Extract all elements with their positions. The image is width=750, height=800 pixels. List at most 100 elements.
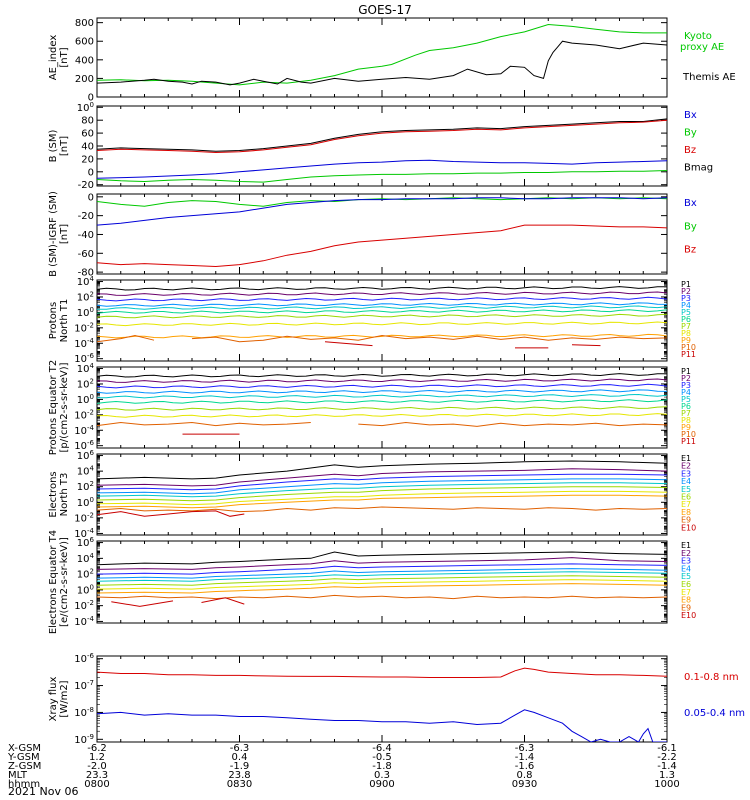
- y-axis-label-unit: [nT]: [59, 136, 70, 156]
- panel-xray: 10-9 10-8 10-7 10-6 Xray flux [W/m2] 0.1-0.8 n…: [48, 652, 745, 746]
- y-axis-label-unit: [nT]: [59, 47, 70, 67]
- y-tick-label-0: 10-4: [74, 615, 94, 628]
- legend-entry-e5: E5: [681, 572, 691, 581]
- legend-entry-0-1-0-8-nm: 0.1-0.8 nm: [684, 672, 739, 683]
- panel-frame: [96, 540, 668, 624]
- y-tick-label-3: 102: [77, 480, 94, 493]
- channel-line-9: [97, 506, 667, 513]
- footer-value: -1.6: [515, 761, 535, 772]
- panel-pnorth: 10-6 10-4 10-2 100 102 104 Protons North T1 P1P2…: [48, 275, 696, 365]
- legend-entry-bmag: Bmag: [684, 163, 713, 174]
- legend-entry-p7: P7: [681, 409, 691, 418]
- y-tick-label-3: 10-6: [74, 652, 94, 665]
- y-tick-label-3: 100: [77, 393, 94, 406]
- channel-line-7: [97, 313, 667, 319]
- y-tick-label-3: 102: [77, 568, 94, 581]
- y-tick-label-5: 106: [77, 536, 95, 549]
- legend-entry-p7: P7: [681, 322, 691, 331]
- y-tick-label-2: 100: [77, 496, 94, 509]
- panel-frame: [96, 655, 668, 743]
- legend-entry-e6: E6: [681, 493, 691, 502]
- y-axis-label-main: Xray flux: [48, 677, 59, 722]
- legend-entry-0-05-0-4-nm: 0.05-0.4 nm: [684, 708, 745, 719]
- y-tick-label-0: 10-4: [74, 527, 94, 540]
- legend-entry-e4: E4: [681, 564, 691, 573]
- footer-value: 1.2: [89, 752, 105, 763]
- legend-entry-by: By: [684, 128, 697, 139]
- y-tick-label-2: 10-2: [74, 408, 94, 421]
- channel-line-4: [97, 568, 667, 579]
- legend-entry-e7: E7: [681, 500, 691, 509]
- legend-entry-p9: P9: [681, 336, 691, 345]
- y-tick-label-0: 10-6: [74, 439, 94, 452]
- channel-line-1: [97, 551, 667, 566]
- channel-line-5: [97, 571, 667, 582]
- footer-value: -1.8: [372, 761, 392, 772]
- y-axis-label: Xray flux [W/m2]: [48, 677, 70, 722]
- channel-line-5: [97, 393, 667, 399]
- channel-segment-1: [201, 597, 245, 605]
- footer-value: 1.3: [659, 770, 675, 781]
- channel-line-4: [97, 478, 667, 495]
- y-tick-label-5: 104: [77, 362, 95, 375]
- channel-line-3: [97, 563, 667, 575]
- y-tick-label-4: 0: [88, 192, 94, 203]
- footer-value: 23.8: [228, 770, 250, 781]
- footer-value: -6.3: [230, 743, 250, 754]
- channel-line-9: [97, 333, 667, 339]
- y-tick-label-5: 104: [77, 275, 95, 288]
- series-line-2: [97, 159, 667, 179]
- y-axis-label: AE_index [nT]: [48, 35, 70, 81]
- channel-line-9: [97, 594, 667, 600]
- channel-line-3: [97, 473, 667, 491]
- plot-area: [97, 373, 667, 435]
- series-line-0: [97, 667, 667, 678]
- legend-entry-p5: P5: [681, 308, 691, 317]
- legend-entry-by: By: [684, 221, 697, 232]
- footer-value: -0.5: [372, 752, 392, 763]
- footer-value: 1000: [654, 779, 679, 790]
- legend-entry-p2: P2: [681, 287, 691, 296]
- y-axis-label: B (SM)-IGRF (SM) [nT]: [48, 191, 70, 277]
- series-line-1: [97, 197, 667, 226]
- channel-line-6: [97, 575, 667, 586]
- channel-line-4: [97, 302, 667, 307]
- footer-value: 23.3: [86, 770, 108, 781]
- panel-pequator: 10-6 10-4 10-2 100 102 104 Protons Equator T2[…: [48, 360, 696, 456]
- y-axis-label-main: Protons Equator T2: [48, 360, 59, 456]
- y-tick-label-4: 102: [77, 377, 94, 390]
- footer-value: 0930: [512, 779, 537, 790]
- panel-frame: [96, 279, 668, 362]
- series-line-0: [97, 118, 667, 152]
- y-tick-label-2: 10-7: [74, 679, 94, 692]
- y-axis-label: Electrons North T3: [48, 471, 70, 517]
- legend-entry-p1: P1: [681, 280, 691, 289]
- legend-entry-e3: E3: [681, 469, 691, 478]
- channel-segment-0: [97, 334, 155, 343]
- y-tick-label-5: 80: [81, 116, 94, 127]
- footer-value: 0.4: [232, 752, 248, 763]
- y-tick-label-4: 102: [77, 290, 94, 303]
- channel-line-1: [97, 460, 667, 480]
- panel-frame: [96, 193, 668, 275]
- legend-entry-e9: E9: [681, 603, 691, 612]
- legend-entry-e7: E7: [681, 588, 691, 597]
- channel-line-7: [97, 490, 667, 506]
- y-axis-label: Protons Equator T2 [p/(cm2-s-sr-keV)]: [48, 360, 70, 456]
- legend-entry-p11: P11: [681, 437, 696, 446]
- footer-value: -1.4: [515, 752, 535, 763]
- panel-eequator: 10-4 10-2 100 102 104 106 Electrons Equator T4…: [48, 530, 696, 634]
- y-tick-label-1: 0: [88, 167, 94, 178]
- legend-entry-p3: P3: [681, 381, 691, 390]
- legend-entry-e2: E2: [681, 549, 691, 558]
- y-axis-label-unit: [W/m2]: [59, 680, 70, 717]
- channel-segment-0: [111, 600, 174, 607]
- y-axis-label: Electrons Equator T4 [e/(cm2-s-sr-keV)]: [48, 530, 70, 634]
- plot-area: [97, 23, 667, 86]
- footer-row-label-hhmm: hhmm: [8, 779, 40, 790]
- legend-entry-themis-ae: Themis AE: [682, 72, 736, 83]
- legend-entry-p5: P5: [681, 395, 691, 404]
- channel-segment-4: [571, 344, 601, 347]
